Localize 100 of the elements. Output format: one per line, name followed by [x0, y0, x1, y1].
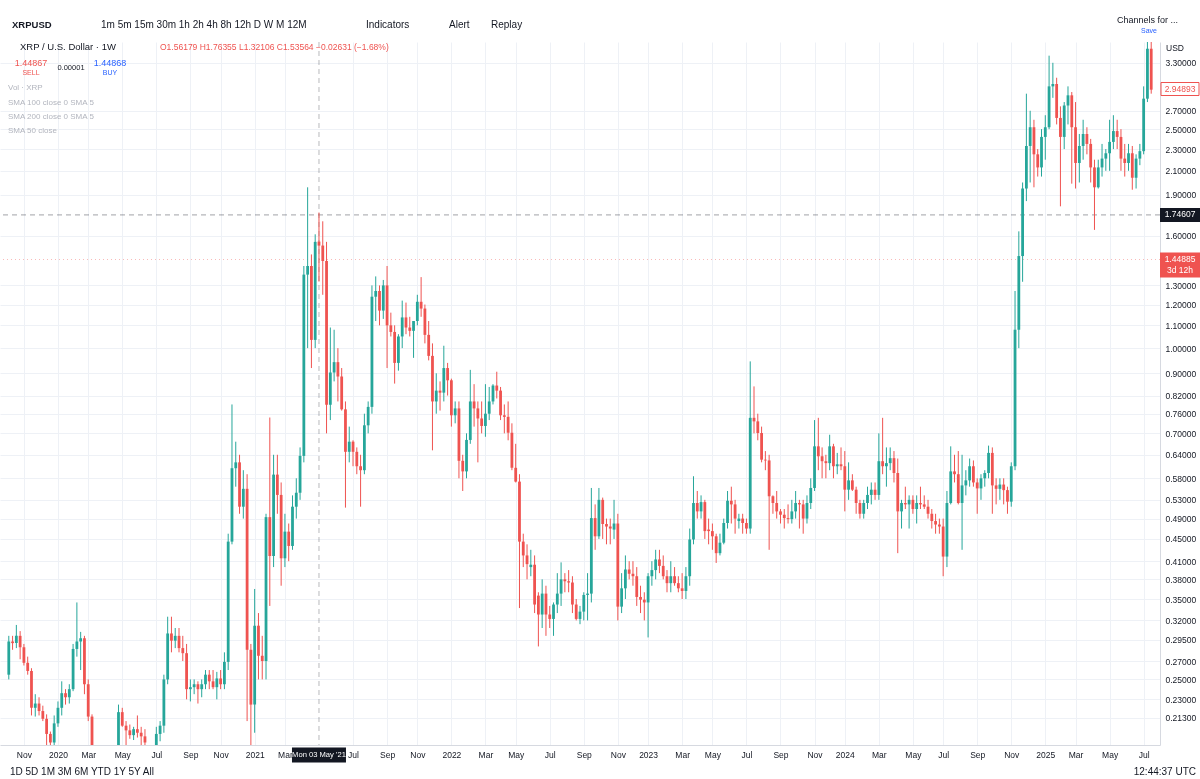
- candlestick: [934, 513, 937, 535]
- candlestick: [888, 446, 892, 471]
- candlestick: [1111, 114, 1115, 150]
- y-tick-label: 1.60000: [1165, 231, 1197, 242]
- candlestick: [571, 575, 574, 614]
- y-tick-label: 0.76000: [1165, 409, 1197, 420]
- y-tick-label: 0.49000: [1165, 514, 1197, 525]
- x-tick-label: Jul: [348, 749, 360, 760]
- candlestick: [680, 572, 684, 600]
- y-tick-label: 0.35000: [1165, 594, 1197, 605]
- y-tick-label: 0.64000: [1165, 450, 1197, 461]
- candlestick: [1028, 110, 1032, 183]
- text: USD: [1166, 43, 1184, 53]
- y-tick-label: 0.41000: [1165, 556, 1197, 567]
- candlestick: [828, 434, 832, 471]
- candlestick: [359, 454, 362, 508]
- x-tick-label: Jul: [938, 749, 950, 760]
- y-tick-label: 0.27000: [1165, 656, 1197, 667]
- y-tick-label: 0.32000: [1165, 615, 1197, 626]
- candlestick: [975, 477, 979, 515]
- text: 1D 5D 1M 3M 6M YTD 1Y 5Y All: [10, 766, 154, 777]
- candlestick: [487, 386, 491, 421]
- candlestick: [881, 417, 885, 475]
- candlestick: [1059, 105, 1062, 207]
- y-tick-label: 1.00000: [1165, 343, 1197, 354]
- candlestick: [223, 651, 226, 690]
- candlestick: [582, 591, 586, 621]
- annotation: 1.44868: [93, 58, 127, 68]
- candlestick: [1006, 486, 1009, 515]
- y-tick-label: 0.90000: [1165, 368, 1197, 379]
- y-tick-label: 3.30000: [1165, 58, 1197, 69]
- ref-line-label: 1.44885 3d 12h: [1164, 253, 1196, 275]
- y-tick-label: 0.23000: [1165, 694, 1197, 705]
- y-tick-label: 0.29500: [1165, 635, 1197, 646]
- candlestick: [495, 371, 499, 399]
- x-tick-label: Sep: [380, 749, 396, 760]
- x-tick-label: Mar: [278, 749, 293, 760]
- candlestick: [275, 454, 279, 515]
- x-tick-label: Mar: [872, 749, 887, 760]
- y-tick-label: 0.82000: [1165, 391, 1197, 402]
- x-tick-label: May: [114, 749, 132, 760]
- x-tick-label: May: [704, 749, 722, 760]
- candlestick: [215, 671, 219, 700]
- candlestick: [540, 578, 544, 629]
- candlestick: [173, 627, 177, 649]
- text: 1m 5m 15m 30m 1h 2h 4h 8h 12h D W M 12M: [101, 19, 307, 30]
- candlestick: [1081, 119, 1085, 161]
- y-tick-label: 1.10000: [1165, 320, 1197, 331]
- x-tick-label: May: [905, 749, 923, 760]
- candlestick: [219, 669, 223, 690]
- candlestick: [1002, 477, 1006, 505]
- candlestick: [726, 490, 729, 530]
- candlestick: [484, 383, 487, 438]
- candlestick: [714, 533, 718, 564]
- annotation: SMA 50 close: [8, 126, 58, 135]
- candlestick: [695, 490, 699, 520]
- text: 2.94893: [1164, 84, 1196, 94]
- x-tick-label: Sep: [773, 749, 789, 760]
- chart-title: XRP / U.S. Dollar · 1W: [20, 41, 116, 52]
- candlestick: [1127, 143, 1130, 172]
- x-tick-label: Nov: [213, 749, 230, 760]
- candlestick: [862, 499, 866, 520]
- text: Indicators: [366, 19, 410, 30]
- x-tick-label: Mar: [81, 749, 97, 760]
- x-tick-label: Mar: [675, 749, 691, 760]
- candlestick: [453, 400, 457, 424]
- candlestick: [885, 446, 888, 488]
- candlestick: [911, 494, 915, 515]
- y-tick-label: 0.70000: [1165, 428, 1197, 439]
- candlestick: [567, 569, 571, 593]
- x-tick-label: 2022: [442, 749, 462, 760]
- candlestick: [260, 635, 264, 680]
- candlestick: [866, 486, 869, 510]
- x-tick-label: Mar: [1068, 749, 1084, 760]
- candlestick: [835, 452, 839, 475]
- candlestick: [790, 499, 794, 525]
- y-tick-label: 1.90000: [1165, 190, 1197, 201]
- x-tick-label: Nov: [410, 749, 427, 760]
- x-tick-label: Nov: [807, 749, 824, 760]
- candlestick: [192, 678, 196, 695]
- x-tick-label: Mar: [478, 749, 494, 760]
- candlestick: [794, 490, 798, 520]
- x-tick-label: Nov: [610, 749, 627, 760]
- candlestick: [673, 566, 676, 587]
- candlestick: [1093, 159, 1096, 231]
- x-tick-label: Nov: [1004, 749, 1021, 760]
- candlestick: [1108, 119, 1112, 172]
- candlestick: [658, 549, 661, 574]
- candlestick: [574, 598, 578, 621]
- candlestick: [820, 446, 824, 479]
- candlestick: [847, 461, 850, 501]
- candlestick: [608, 518, 612, 545]
- x-tick-label: Sep: [970, 749, 986, 760]
- y-tick-label: 1.30000: [1165, 280, 1197, 291]
- candlestick: [972, 459, 975, 488]
- candlestick: [552, 601, 555, 637]
- candlestick: [136, 714, 139, 739]
- candlestick: [204, 669, 207, 690]
- x-tick-label: Jul: [1138, 749, 1150, 760]
- candlestick: [400, 300, 404, 349]
